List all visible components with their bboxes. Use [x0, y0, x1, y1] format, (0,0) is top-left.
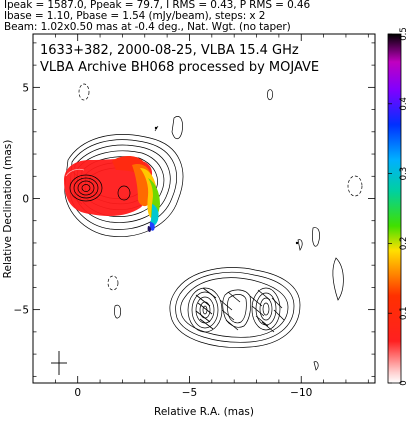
plot-title-group: 1633+382, 2000-08-25, VLBA 15.4 GHz VLBA…	[40, 43, 319, 75]
header-line-1: Ipeak = 1587.0, Ppeak = 79.7, I RMS = 0.…	[4, 0, 311, 11]
plot-title: 1633+382, 2000-08-25, VLBA 15.4 GHz	[40, 43, 299, 58]
polarization-map	[64, 155, 160, 232]
axes: 0 −5 −10 5 0 −5	[14, 34, 375, 399]
x-axis-label: Relative R.A. (mas)	[154, 406, 254, 418]
colorbar-tick-label: 0.5	[399, 27, 409, 41]
plot-subtitle: VLBA Archive BH068 processed by MOJAVE	[40, 60, 319, 75]
core-contours	[69, 174, 131, 202]
header-line-3: Beam: 1.02x0.50 mas at -0.4 deg., Nat. W…	[4, 21, 291, 33]
y-tick-label: 5	[22, 82, 29, 94]
x-tick-label: −10	[290, 387, 312, 399]
x-tick-label: −5	[182, 387, 197, 399]
y-tick-label: −5	[14, 305, 29, 317]
contour-layer	[51, 83, 363, 375]
y-axis-label: Relative Declination (mas)	[2, 140, 14, 279]
header-line-2: Ibase = 1.10, Pbase = 1.54 (mJy/beam), s…	[4, 10, 266, 22]
colorbar	[387, 33, 402, 384]
negative-contours	[78, 83, 363, 291]
colorbar-tick-label: 0.3	[399, 167, 409, 181]
colorbar-tick-label: 0.1	[399, 306, 409, 320]
colorbar-tick-label: 0.2	[399, 237, 409, 251]
colorbar-ticks: 0 0.1 0.2 0.3 0.4 0.5	[388, 27, 409, 386]
beam-marker	[51, 351, 67, 375]
colorbar-tick-label: 0	[399, 380, 409, 385]
y-tick-label: 0	[22, 193, 29, 205]
x-tick-label: 0	[74, 387, 81, 399]
colorbar-tick-label: 0.4	[399, 97, 409, 111]
